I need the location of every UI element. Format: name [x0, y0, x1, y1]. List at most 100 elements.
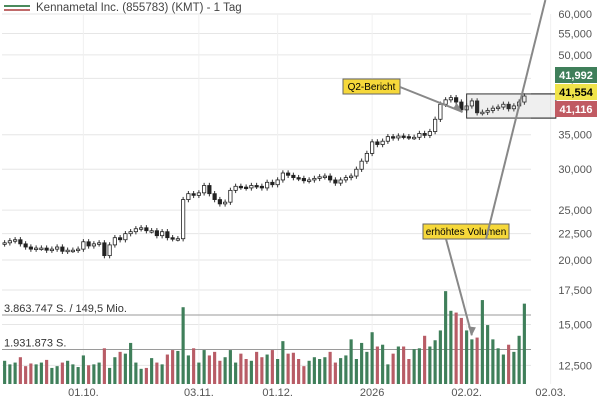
volume-bar	[459, 317, 463, 384]
volume-bar	[34, 364, 38, 384]
candle-body	[480, 111, 485, 115]
candle-body	[191, 193, 196, 196]
volume-bar	[66, 360, 70, 384]
candle-body	[186, 193, 191, 200]
price-badge	[555, 84, 597, 100]
candle-body	[349, 175, 354, 179]
candle-body	[34, 247, 39, 250]
annotation-arrow	[445, 238, 473, 336]
volume-bar	[165, 354, 169, 384]
volume-bar	[354, 359, 358, 384]
candle-body	[301, 177, 306, 182]
volume-bar	[370, 332, 374, 384]
volume-bar	[386, 364, 390, 384]
price-badge	[555, 67, 597, 83]
candle-body	[202, 185, 207, 194]
volume-bar	[444, 291, 448, 384]
candle-body	[49, 248, 54, 252]
candle-body	[23, 243, 28, 248]
volume-bar	[480, 300, 484, 384]
candle-body	[86, 241, 91, 247]
candle-body	[401, 135, 406, 138]
volume-bar	[417, 348, 421, 384]
candle-body	[417, 133, 422, 138]
x-tick-label: 01.10.	[68, 387, 99, 399]
volume-bar	[375, 346, 379, 384]
x-tick-label: 03.11.	[184, 387, 214, 399]
candle-body	[107, 244, 112, 257]
y-tick-label: 55,000	[558, 28, 592, 40]
volume-bar	[433, 340, 437, 384]
legend-swatch-icon	[4, 5, 30, 11]
volume-bar	[8, 364, 12, 384]
volume-bar	[276, 359, 280, 384]
y-tick-label: 12,500	[558, 360, 592, 372]
annotation-label: erhöhtes Volumen	[426, 227, 507, 238]
volume-bar	[517, 335, 521, 384]
volume-bar	[13, 362, 17, 384]
volume-bar	[428, 346, 432, 384]
volume-bar	[475, 337, 479, 384]
volume-bar	[192, 348, 196, 384]
candle-body	[39, 247, 44, 250]
volume-bar	[491, 339, 495, 384]
candle-body	[438, 103, 443, 120]
candle-body	[433, 118, 438, 132]
candle-body	[91, 243, 96, 247]
volume-bar	[134, 362, 138, 384]
volume-bar	[228, 350, 232, 384]
candle-body	[154, 230, 159, 237]
volume-bar	[150, 358, 154, 384]
volume-bar	[39, 362, 43, 384]
price-badge-label: 41,554	[559, 87, 594, 99]
candle-body	[296, 177, 301, 180]
volume-bar	[344, 355, 348, 384]
candle-body	[217, 199, 222, 205]
volume-bar	[144, 367, 148, 384]
volume-bar	[45, 359, 49, 384]
candle-body	[454, 97, 459, 103]
candle-body	[112, 237, 117, 246]
candle-body	[265, 181, 270, 189]
volume-bar	[160, 364, 164, 384]
volume-bar	[339, 358, 343, 384]
volume-bar	[60, 362, 64, 384]
candle-body	[511, 105, 516, 110]
volume-bar	[486, 325, 490, 384]
candle-body	[175, 238, 180, 241]
candle-body	[270, 181, 275, 186]
y-tick-label: 35,000	[558, 130, 592, 142]
candle-body	[102, 242, 107, 257]
volume-bar	[234, 362, 238, 384]
candle-body	[70, 249, 75, 253]
candle-body	[2, 242, 7, 245]
candle-body	[97, 242, 102, 245]
volume-bar	[438, 330, 442, 384]
candle-body	[223, 201, 228, 205]
candle-body	[322, 175, 327, 178]
candle-body	[427, 131, 432, 136]
y-tick-label: 15,000	[558, 319, 592, 331]
volume-bar	[29, 363, 33, 384]
volume-bar	[18, 357, 22, 384]
volume-bar	[318, 359, 322, 384]
candle-body	[139, 227, 144, 230]
candle-body	[333, 179, 338, 184]
candle-body	[443, 99, 448, 105]
candle-body	[391, 136, 396, 139]
volume-bar	[470, 339, 474, 384]
candle-body	[65, 249, 70, 253]
volume-bar	[223, 357, 227, 384]
candle-body	[259, 185, 264, 189]
volume-bar	[333, 362, 337, 384]
annotation-arrow	[485, 0, 547, 240]
annotation-arrow	[399, 86, 463, 113]
volume-bar	[92, 364, 96, 384]
candle-body	[280, 172, 285, 181]
candle-body	[160, 231, 165, 237]
y-tick-label: 50,000	[558, 50, 592, 62]
candle-body	[133, 228, 138, 233]
y-tick-label: 17,500	[558, 285, 592, 297]
volume-bar	[213, 351, 217, 384]
